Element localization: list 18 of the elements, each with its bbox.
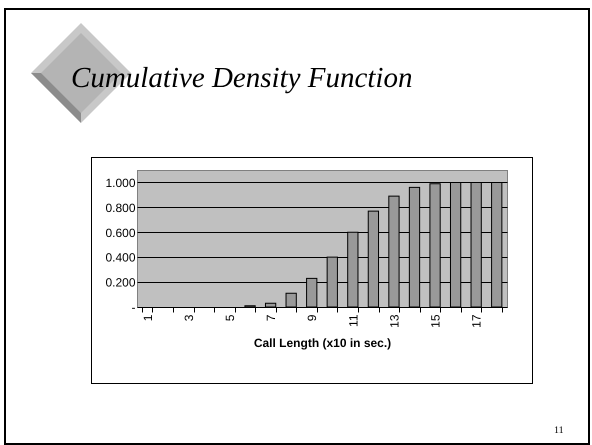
y-tick-label: 0.600 — [105, 226, 136, 240]
y-tick-label: 0.200 — [105, 276, 136, 290]
x-tick-label: 5 — [223, 314, 237, 322]
x-tick-label: 13 — [387, 314, 402, 328]
x-axis-title: Call Length (x10 in sec.) — [254, 336, 392, 350]
y-tick-label: 1.000 — [105, 176, 136, 190]
x-tick-label: 17 — [470, 314, 484, 328]
x-tick-label: 9 — [305, 314, 320, 322]
y-tick-label: 0.800 — [105, 200, 136, 215]
x-tick-label: 7 — [264, 314, 278, 322]
y-tick-label: 0.400 — [105, 250, 136, 265]
x-tick-label: 1 — [140, 314, 155, 322]
y-tick-label: - — [132, 300, 136, 314]
text: 11 — [554, 425, 564, 436]
x-tick-label: 3 — [182, 314, 196, 322]
x-tick-label: 11 — [346, 314, 360, 327]
x-tick-label: 15 — [428, 314, 443, 328]
chart-title: Cumulative Density Function — [71, 62, 412, 95]
